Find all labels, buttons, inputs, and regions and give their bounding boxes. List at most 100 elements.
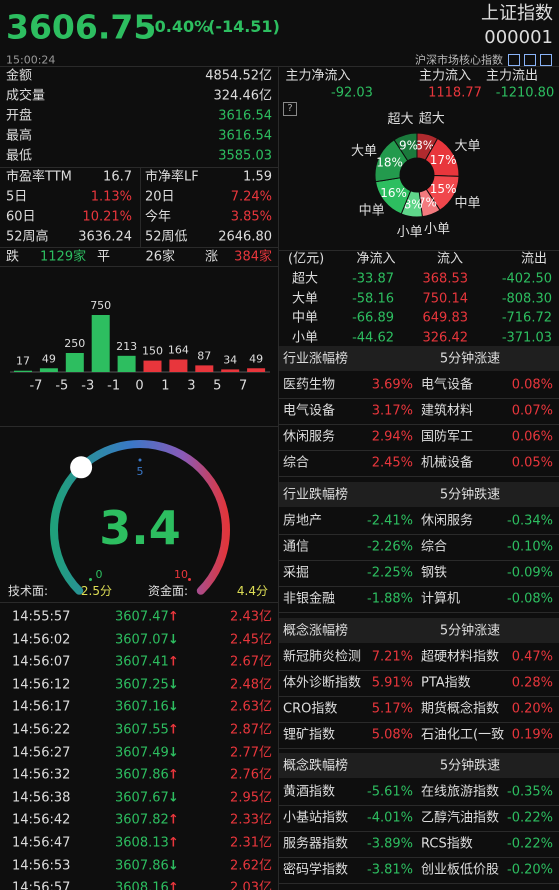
stat-value: 7.24% — [230, 189, 272, 205]
sector-name: 电气设备 — [283, 403, 336, 419]
sector-name: 创业板低价股 — [421, 862, 500, 878]
breadth-label: 跌 — [6, 249, 20, 265]
stat-value: 3636.24 — [78, 229, 132, 245]
section-subtitle: 5分钟跌速 — [439, 487, 501, 503]
slice-name: 大单 — [351, 144, 377, 159]
stat-label: 金额 — [6, 68, 33, 84]
sector-name: 通信 — [283, 539, 310, 555]
sector-name: 采掘 — [283, 565, 310, 581]
flow-label: 主力流出 — [485, 68, 539, 84]
gauge-tick — [89, 577, 93, 581]
tick-price: 3607.25 — [115, 677, 169, 693]
stat-value: 324.46亿 — [213, 88, 273, 104]
sector-name: 非银金融 — [283, 591, 336, 607]
sector-name: 石油化工(一致 — [421, 727, 505, 743]
bar — [91, 315, 110, 372]
section-header — [279, 346, 559, 371]
sector-name: 密码学指数 — [283, 862, 349, 878]
edit-icon[interactable] — [524, 54, 536, 66]
tick-time: 14:56:02 — [12, 632, 71, 648]
sector-change: 0.08% — [511, 377, 553, 393]
bar-label: 164 — [168, 344, 189, 357]
table-header: 流出 — [520, 251, 548, 267]
tick-volume: 2.03亿 — [230, 880, 272, 890]
sector-change: 0.20% — [511, 701, 553, 717]
bar — [65, 353, 84, 372]
stat-value: 3616.54 — [218, 128, 272, 144]
slice-name: 超大 — [419, 111, 445, 126]
sector-name: 小基站指数 — [283, 810, 349, 826]
tick-time: 14:56:22 — [12, 722, 71, 738]
sector-name: 计算机 — [421, 591, 461, 607]
slice-label: 18% — [376, 155, 403, 169]
index-price: 3606.75 — [6, 7, 157, 47]
tick-time: 14:56:38 — [12, 790, 71, 806]
tick-price: 3607.82 — [115, 812, 169, 828]
tick-direction: ↓ — [168, 677, 179, 693]
edit-icon[interactable] — [540, 54, 552, 66]
sector-change: 0.47% — [511, 649, 553, 665]
tick-volume: 2.63亿 — [230, 699, 272, 715]
stat-value: 16.7 — [103, 169, 132, 185]
sector-change: -0.22% — [507, 836, 553, 852]
row-divider — [279, 424, 559, 425]
tick-time: 14:56:32 — [12, 767, 71, 783]
stat-label: 市盈率TTM — [6, 169, 72, 185]
gauge-tick — [138, 458, 142, 462]
gauge-tick-label: 10 — [174, 568, 188, 581]
sector-change: 0.05% — [511, 455, 553, 471]
sector-change: 2.45% — [371, 455, 413, 471]
table-value: 750.14 — [422, 291, 469, 306]
tick-price: 3607.16 — [115, 699, 169, 715]
market-label: 沪深市场核心指数 — [415, 53, 503, 67]
tick-direction: ↓ — [168, 699, 179, 715]
row-divider — [279, 748, 559, 749]
divider — [0, 247, 278, 248]
section-subtitle: 5分钟涨速 — [439, 623, 501, 639]
sector-name: RCS指数 — [421, 836, 473, 852]
time: 15:00:24 — [6, 53, 56, 67]
slice-label: 16% — [380, 186, 407, 200]
x-tick-label: 1 — [161, 379, 169, 394]
slice-name: 超大 — [387, 112, 413, 127]
bar-label: 34 — [223, 353, 237, 366]
tick-direction: ↑ — [168, 880, 179, 890]
sector-change: 3.17% — [371, 403, 413, 419]
tick-volume: 2.33亿 — [230, 812, 272, 828]
flow-value: -1210.80 — [495, 85, 555, 101]
row-divider — [279, 398, 559, 399]
stat-value: 2646.80 — [218, 229, 272, 245]
stat-value: 10.21% — [82, 209, 132, 225]
tick-price: 3607.07 — [115, 632, 169, 648]
sector-change: -0.20% — [507, 862, 553, 878]
flow-label: 主力流入 — [418, 68, 472, 84]
breadth-flat: 26家 — [145, 249, 175, 265]
bar — [169, 359, 188, 372]
sector-name: 休闲服务 — [421, 513, 474, 529]
score-value: 2.5分 — [80, 584, 112, 598]
sector-change: 5.91% — [371, 675, 413, 691]
sector-change: 0.19% — [511, 727, 553, 743]
breadth-label: 平 — [97, 249, 111, 265]
slice-name: 小单 — [424, 222, 450, 237]
row-divider — [279, 831, 559, 832]
divider — [279, 250, 559, 251]
edit-icon[interactable] — [508, 54, 520, 66]
tick-volume: 2.87亿 — [230, 722, 272, 738]
section-subtitle: 5分钟跌速 — [439, 758, 501, 774]
row-divider — [279, 586, 559, 587]
table-label: 超大 — [292, 271, 319, 287]
x-tick-label: -7 — [29, 379, 42, 394]
tick-direction: ↓ — [168, 745, 179, 761]
help-icon[interactable]: ? — [283, 102, 297, 116]
table-value: -371.03 — [501, 330, 552, 345]
sector-name: 黄酒指数 — [283, 784, 336, 800]
flow-value: -92.03 — [331, 85, 373, 101]
stat-value: 3616.54 — [218, 108, 272, 124]
tick-volume: 2.31亿 — [230, 835, 272, 851]
sector-change: 5.17% — [371, 701, 413, 717]
tick-time: 14:56:57 — [12, 880, 71, 890]
stat-value: 3585.03 — [218, 148, 272, 164]
table-header: (亿元) — [288, 251, 325, 267]
bar-label: 213 — [116, 340, 137, 353]
